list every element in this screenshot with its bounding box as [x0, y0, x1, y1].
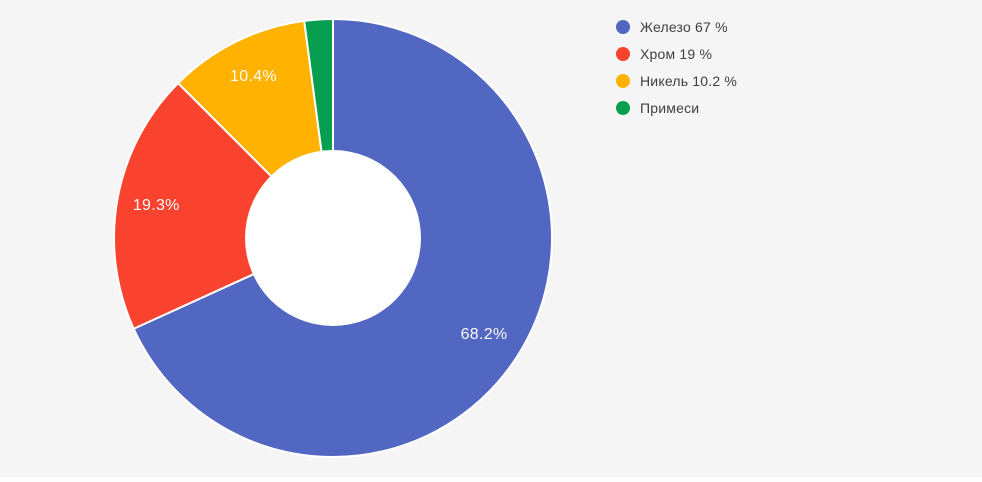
- donut-hole: [245, 150, 421, 326]
- legend-label: Хром 19 %: [640, 45, 713, 62]
- legend-marker-icon: [616, 19, 630, 34]
- donut-chart: 68.2% 19.3% 10.4%: [113, 18, 553, 458]
- donut-chart-svg: [113, 18, 553, 458]
- pie-slice-2[interactable]: [113, 82, 334, 330]
- legend-marker-icon: [616, 46, 630, 61]
- legend-label: Железо 67 %: [640, 18, 728, 35]
- legend-item-primesi[interactable]: Примеси: [616, 94, 737, 121]
- bottom-strip: [0, 477, 982, 482]
- legend-label: Никель 10.2 %: [640, 72, 738, 89]
- legend-item-khrom[interactable]: Хром 19 %: [616, 40, 737, 67]
- chart-legend: Железо 67 % Хром 19 % Никель 10.2 % Прим…: [616, 13, 737, 121]
- legend-marker-icon: [616, 100, 630, 115]
- legend-item-zhelezo[interactable]: Железо 67 %: [616, 13, 737, 40]
- legend-label: Примеси: [640, 99, 700, 116]
- legend-item-nikel[interactable]: Никель 10.2 %: [616, 67, 737, 94]
- legend-marker-icon: [616, 73, 630, 88]
